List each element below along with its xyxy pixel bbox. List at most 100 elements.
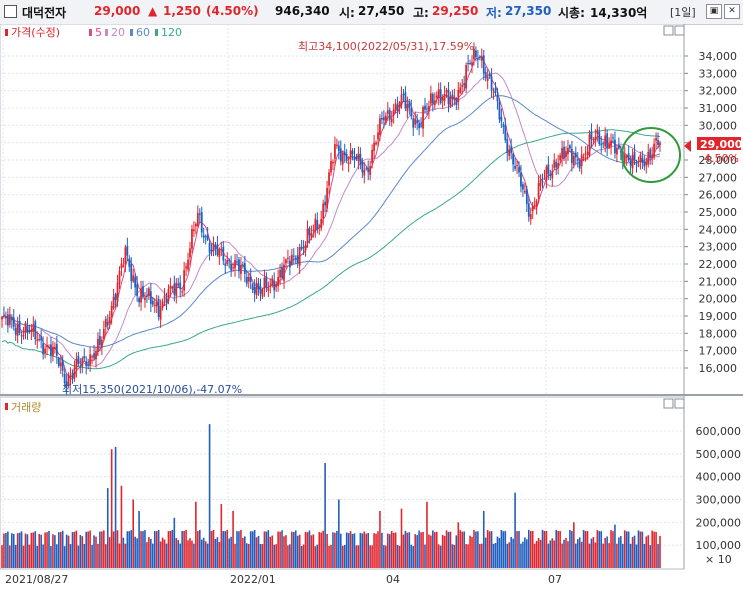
restore-icon[interactable] bbox=[663, 398, 674, 409]
volume-bar bbox=[647, 535, 650, 568]
candle-body bbox=[163, 295, 166, 300]
candle-body bbox=[453, 96, 456, 101]
volume-bars bbox=[1, 424, 661, 568]
volume-bar bbox=[57, 532, 60, 568]
volume-bar bbox=[639, 531, 642, 568]
candle-body bbox=[126, 245, 129, 256]
candle-body bbox=[457, 90, 460, 102]
price-tick-label: 24,000 bbox=[699, 223, 738, 236]
price-legend-title: 가격(수정) bbox=[11, 26, 60, 39]
volume-bar bbox=[649, 545, 652, 568]
candle-body bbox=[435, 95, 438, 98]
close-icon[interactable] bbox=[674, 25, 685, 36]
volume-bar bbox=[496, 536, 499, 568]
candle-body bbox=[32, 324, 35, 332]
candle-body bbox=[567, 147, 569, 155]
low-label: 저: bbox=[486, 6, 502, 20]
window-box-icon[interactable] bbox=[4, 5, 17, 18]
candle-body bbox=[382, 117, 385, 121]
volume-bar bbox=[608, 543, 610, 568]
candle-body bbox=[243, 263, 246, 274]
volume-bar bbox=[79, 535, 82, 568]
volume-bar bbox=[312, 534, 315, 568]
volume-bar bbox=[169, 530, 172, 568]
volume-bar bbox=[578, 537, 581, 568]
date-tick-label: 2021/08/27 bbox=[5, 573, 68, 586]
candle-body bbox=[594, 137, 597, 141]
candlestick-chart[interactable]: 34,000 33,000 32,000 31,000 30,000 29,000 28,0… bbox=[0, 23, 743, 589]
volume-bar bbox=[232, 510, 234, 568]
candle-body bbox=[1, 316, 3, 320]
candle-body bbox=[108, 316, 111, 323]
volume-bar bbox=[306, 532, 309, 568]
candle-body bbox=[83, 356, 86, 359]
ma20-legend: 20 bbox=[111, 26, 125, 39]
volume-bar bbox=[383, 545, 385, 568]
candle-body bbox=[396, 104, 399, 111]
volume-bar bbox=[136, 538, 138, 568]
volume-bar bbox=[612, 531, 614, 568]
candle-body bbox=[355, 157, 358, 160]
volume-bar bbox=[341, 545, 344, 568]
candle-body bbox=[265, 276, 268, 288]
candle-body bbox=[339, 148, 342, 162]
candle-body bbox=[606, 133, 609, 149]
candle-body bbox=[445, 90, 448, 93]
volume-bar bbox=[339, 533, 342, 568]
candle-body bbox=[582, 156, 585, 158]
candle-body bbox=[79, 366, 82, 368]
volume-bar bbox=[224, 531, 227, 568]
volume-bar bbox=[545, 530, 548, 568]
candle-body bbox=[500, 116, 503, 122]
ma60-legend-marker bbox=[130, 29, 133, 36]
volume-bar bbox=[40, 534, 42, 568]
candle-body bbox=[61, 360, 64, 371]
candle-body bbox=[118, 271, 121, 284]
chart-area[interactable]: 34,000 33,000 32,000 31,000 30,000 29,000 28,0… bbox=[0, 23, 743, 589]
restore-icon[interactable] bbox=[663, 25, 674, 36]
candle-body bbox=[459, 87, 462, 93]
volume-bar bbox=[108, 537, 111, 568]
high-label: 고: bbox=[413, 6, 429, 20]
volume-bar bbox=[34, 531, 37, 568]
candle-body bbox=[100, 339, 103, 348]
candle-body bbox=[249, 276, 252, 283]
close-icon[interactable] bbox=[674, 398, 685, 409]
candle-body bbox=[455, 98, 458, 105]
volume-bar bbox=[126, 531, 129, 568]
volume-bar bbox=[365, 533, 368, 568]
candle-body bbox=[22, 335, 25, 337]
candle-body bbox=[496, 94, 499, 102]
candle-body bbox=[279, 269, 281, 278]
price-change: 1,250 bbox=[163, 4, 201, 18]
volume-bar bbox=[138, 510, 140, 568]
candle-body bbox=[539, 179, 542, 186]
candle-body bbox=[647, 151, 650, 165]
close-icon[interactable]: ✕ bbox=[724, 4, 740, 19]
volume-bar bbox=[343, 544, 346, 568]
volume-bar bbox=[563, 539, 565, 568]
candle-body bbox=[398, 102, 401, 108]
candle-body bbox=[59, 362, 62, 367]
candle-body bbox=[461, 85, 464, 87]
volume-bar bbox=[469, 535, 471, 568]
volume-bar bbox=[390, 531, 393, 568]
volume-bar bbox=[461, 531, 464, 568]
candle-body bbox=[81, 358, 84, 367]
candle-body bbox=[641, 157, 644, 163]
volume-bar bbox=[71, 532, 74, 568]
volume-bar bbox=[1, 545, 3, 568]
candle-body bbox=[494, 88, 497, 93]
price-axis: 34,00033,00032,00031,00030,00029,00028,0… bbox=[699, 50, 738, 375]
candle-body bbox=[292, 255, 295, 257]
volume-bar bbox=[326, 533, 328, 568]
period-button[interactable]: [1일] bbox=[670, 6, 696, 19]
volume-bar bbox=[486, 529, 489, 568]
candle-body bbox=[377, 132, 379, 140]
maximize-icon[interactable]: ▣ bbox=[706, 4, 722, 19]
candle-body bbox=[310, 233, 313, 238]
volume-bar bbox=[238, 531, 240, 568]
candle-body bbox=[3, 314, 5, 316]
candle-body bbox=[226, 260, 229, 264]
volume-bar bbox=[52, 534, 54, 568]
